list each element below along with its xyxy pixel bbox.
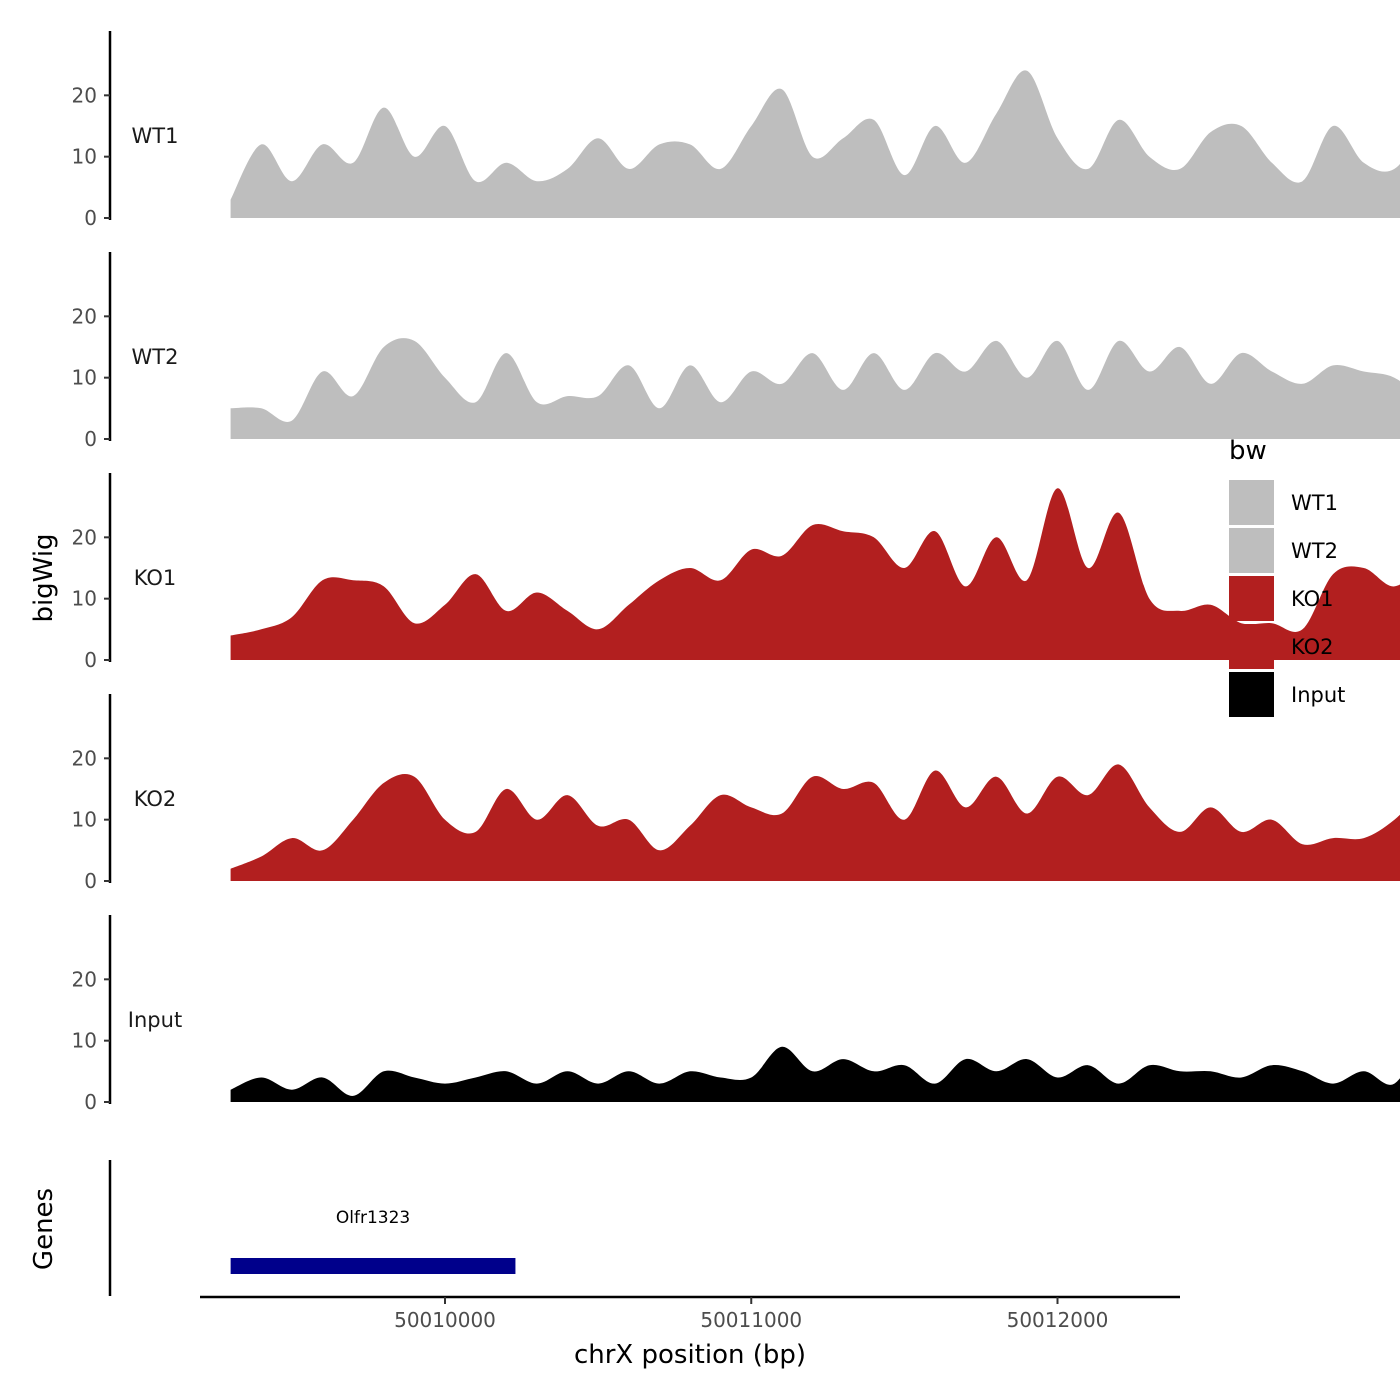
gene-label: Olfr1323 [336,1208,410,1228]
signal-area-wt1 [230,70,1400,218]
legend-label: WT1 [1291,491,1338,515]
y-tick-label: 20 [72,304,97,328]
x-axis: 50010000 50011000 50012000 [200,1295,1180,1332]
track-label: Input [128,1008,182,1032]
signal-area-ko1 [230,488,1400,660]
x-axis-title: chrX position (bp) [574,1340,806,1370]
legend: bw WT1 WT2 KO1 KO2 Input [1229,436,1345,717]
track-label: KO1 [134,566,177,590]
x-tick-label: 50010000 [394,1308,496,1332]
signal-area-ko2 [230,764,1400,881]
legend-swatch [1229,672,1274,717]
legend-swatch [1229,576,1274,621]
y-tick-label: 10 [72,366,97,390]
y-tick-label: 10 [72,1029,97,1053]
track-label: WT2 [132,345,179,369]
legend-swatch [1229,528,1274,573]
y-tick-label: 20 [72,83,97,107]
legend-label: Input [1291,683,1345,707]
y-tick-label: 20 [72,967,97,991]
y-tick-label: 0 [84,206,97,230]
track-label: WT1 [132,124,179,148]
track-ko1: 0 10 20 KO1 [72,473,1400,672]
y-axis-title: bigWig [29,533,59,622]
track-wt2: 0 10 20 WT2 [72,252,1400,451]
y-tick-label: 20 [72,525,97,549]
track-ko2: 0 10 20 KO2 [72,694,1400,893]
y-tick-label: 10 [72,808,97,832]
genes-axis-title: Genes [29,1188,59,1270]
y-tick-label: 0 [84,427,97,451]
track-input: 0 10 20 Input [72,915,1400,1114]
genes-panel: Olfr1323 [108,1160,516,1296]
legend-title: bw [1229,436,1267,466]
y-tick-label: 0 [84,1090,97,1114]
legend-label: WT2 [1291,539,1338,563]
track-label: KO2 [134,787,177,811]
signal-tracks: 0 10 20 WT1 0 10 20 WT2 0 10 20 KO1 0 10 20 KO2 0 10 20 Inp… [72,31,1400,1114]
gene-bar [230,1258,516,1274]
x-tick-label: 50012000 [1007,1308,1109,1332]
signal-area-input [230,1046,1400,1102]
legend-swatch [1229,480,1274,525]
y-tick-label: 0 [84,869,97,893]
track-wt1: 0 10 20 WT1 [72,31,1400,230]
legend-swatch [1229,624,1274,669]
legend-label: KO2 [1291,635,1334,659]
y-tick-label: 10 [72,587,97,611]
y-tick-label: 10 [72,145,97,169]
y-tick-label: 0 [84,648,97,672]
legend-label: KO1 [1291,587,1334,611]
signal-area-wt2 [230,338,1400,439]
x-tick-label: 50011000 [700,1308,802,1332]
y-tick-label: 20 [72,746,97,770]
